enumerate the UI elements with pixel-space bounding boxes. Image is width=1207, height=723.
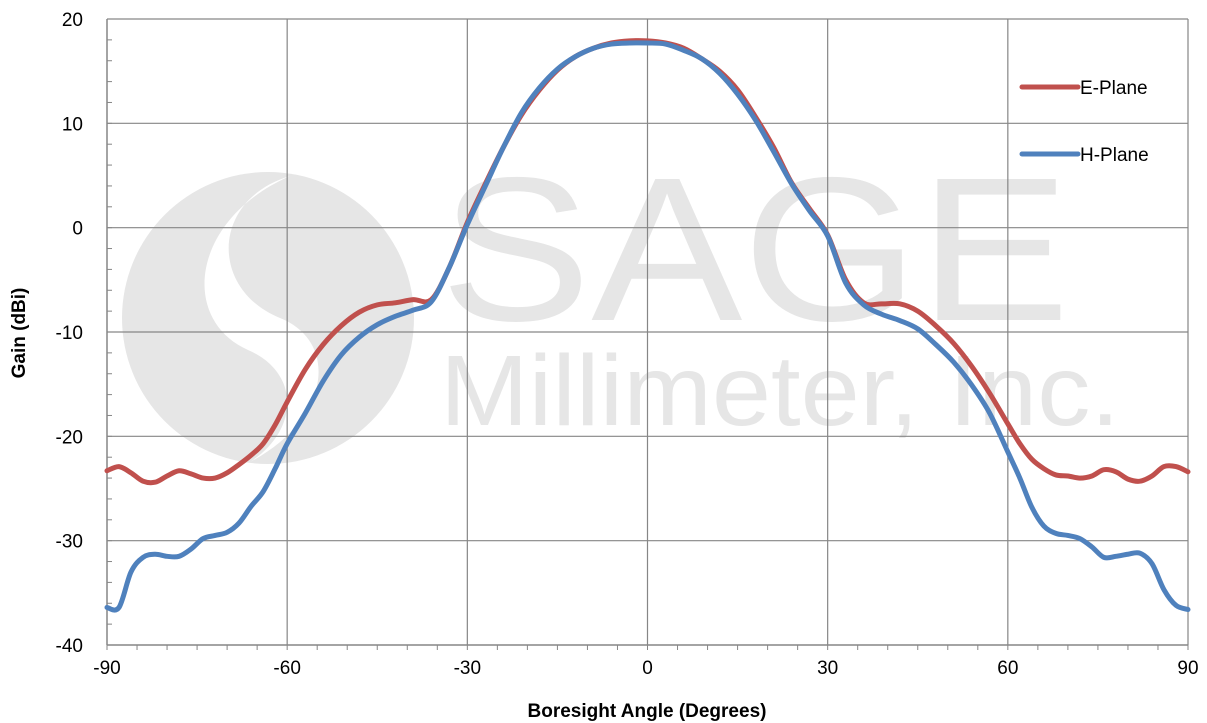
gridlines — [107, 18, 1189, 645]
x-tick-label: -60 — [273, 658, 300, 679]
y-tick-label: -30 — [56, 532, 83, 553]
y-axis-title: Gain (dBi) — [9, 288, 30, 379]
sage-watermark-logo: SAGE Millimeter, Inc. — [122, 135, 1120, 464]
legend-label-h-plane: H-Plane — [1080, 145, 1149, 166]
y-tick-label: 10 — [62, 114, 83, 135]
y-tick-label: -20 — [56, 427, 83, 448]
watermark-emblem-swoosh — [204, 176, 319, 462]
tick-labels: -90 -60 -30 0 30 60 90 -40 -30 -20 -10 0 10 20 — [56, 10, 1199, 679]
y-tick-label: -10 — [56, 323, 83, 344]
x-tick-label: -30 — [454, 658, 481, 679]
series-line-h-plane — [104, 40, 1191, 613]
y-tick-label: 20 — [62, 10, 83, 31]
x-tick-label: 60 — [997, 658, 1018, 679]
legend: E-Plane H-Plane — [1019, 78, 1149, 166]
series-lines — [104, 38, 1191, 613]
legend-label-e-plane: E-Plane — [1080, 78, 1148, 99]
watermark-subtitle: Millimeter, Inc. — [440, 335, 1120, 447]
y-tick-label: -40 — [56, 636, 83, 657]
x-tick-label: 30 — [817, 658, 838, 679]
x-tick-label: 90 — [1177, 658, 1198, 679]
axes — [106, 18, 1189, 650]
x-axis-title: Boresight Angle (Degrees) — [528, 701, 767, 722]
x-tick-label: 0 — [642, 658, 653, 679]
y-tick-label: 0 — [72, 219, 83, 240]
x-tick-label: -90 — [93, 658, 120, 679]
watermark-title: SAGE — [440, 135, 1070, 364]
